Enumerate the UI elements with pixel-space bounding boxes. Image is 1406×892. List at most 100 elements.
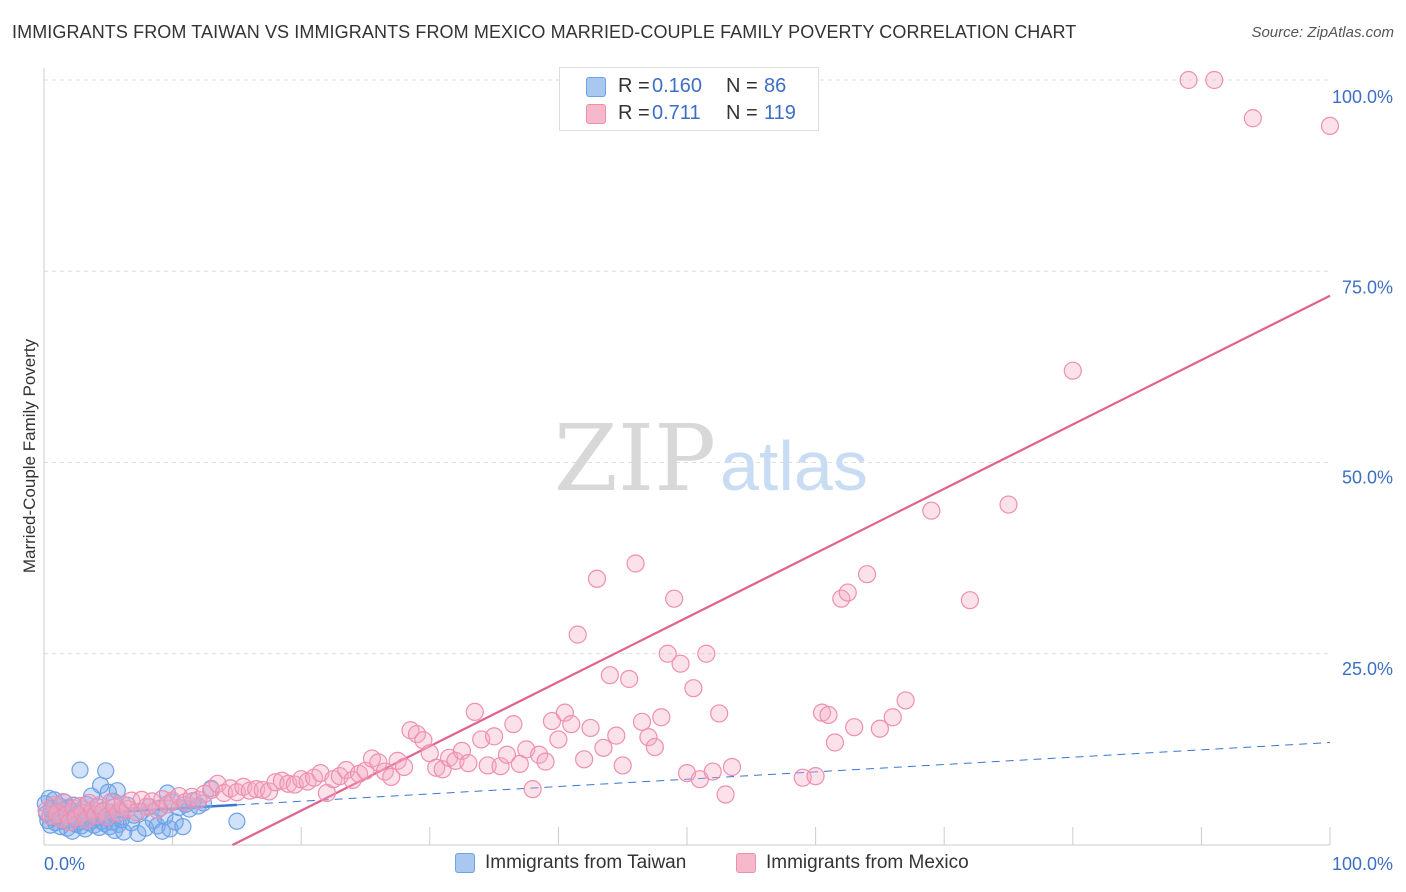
watermark-zip: ZIP: [554, 405, 716, 512]
point-mexico: [639, 728, 658, 747]
series-legend: Immigrants from Taiwan Immigrants from M…: [0, 851, 1406, 877]
point-mexico: [825, 733, 844, 752]
point-mexico: [575, 750, 594, 769]
trend-line-taiwan-extension: [236, 741, 1331, 806]
axes: [43, 68, 1330, 846]
point-mexico: [214, 783, 234, 803]
point-mexico: [433, 760, 452, 779]
point-mexico: [613, 756, 632, 775]
legend-label-mexico: Immigrants from Mexico: [766, 852, 969, 873]
point-mexico: [896, 691, 915, 710]
legend-swatch-taiwan: [586, 77, 606, 97]
stats-legend: R = 0.160 N = 86 R = 0.711 N = 119: [559, 67, 819, 131]
point-mexico: [523, 780, 542, 799]
point-mexico: [710, 704, 729, 723]
point-mexico: [999, 495, 1018, 514]
point-taiwan: [194, 794, 213, 812]
point-taiwan: [97, 762, 115, 780]
point-mexico: [530, 745, 549, 764]
point-mexico: [626, 554, 645, 573]
point-mexico: [620, 669, 639, 689]
point-mexico: [109, 803, 128, 822]
stats-row-taiwan: R = 0.160 N = 86: [560, 72, 818, 100]
point-mexico: [562, 715, 581, 734]
point-mexico: [1320, 116, 1340, 136]
legend-label-taiwan: Immigrants from Taiwan: [485, 852, 687, 873]
trend-lines: [43, 294, 1331, 846]
point-mexico: [240, 781, 259, 800]
x-tick-label: 100.0%: [1332, 854, 1393, 874]
point-mexico: [703, 762, 722, 781]
y-tick-label: 75.0%: [1342, 277, 1393, 297]
point-mexico: [304, 768, 324, 787]
point-mexico: [1179, 70, 1198, 90]
point-mexico: [122, 791, 141, 810]
chart-title: IMMIGRANTS FROM TAIWAN VS IMMIGRANTS FRO…: [12, 22, 1077, 42]
r-label: R =: [618, 102, 650, 124]
point-mexico: [845, 718, 864, 737]
point-mexico: [542, 711, 562, 731]
point-taiwan: [174, 818, 192, 836]
x-tick-label: 0.0%: [44, 854, 85, 874]
point-mexico: [652, 708, 671, 727]
n-value: 119: [764, 102, 796, 124]
point-mexico: [665, 589, 684, 608]
point-mexico: [148, 800, 167, 819]
point-mexico: [1243, 109, 1262, 128]
data-points: [36, 70, 1340, 843]
point-mexico: [491, 757, 510, 776]
point-mexico: [838, 583, 857, 602]
watermark: ZIP atlas: [554, 405, 868, 512]
point-mexico: [645, 737, 664, 757]
y-tick-label: 25.0%: [1342, 659, 1393, 679]
point-mexico: [607, 726, 626, 745]
point-mexico: [549, 730, 568, 749]
point-mexico: [568, 625, 587, 644]
point-mexico: [581, 718, 600, 738]
trend-line-mexico: [231, 294, 1331, 846]
point-mexico: [478, 756, 497, 775]
y-tick-label: 100.0%: [1332, 87, 1393, 107]
legend-swatch-mexico: [736, 853, 756, 873]
point-mexico: [632, 712, 652, 731]
y-tick-label: 50.0%: [1342, 468, 1393, 488]
legend-swatch-taiwan: [455, 853, 475, 873]
point-mexico: [485, 727, 504, 746]
point-mexico: [684, 679, 703, 698]
point-mexico: [658, 644, 677, 663]
tick-labels: 25.0% 50.0% 75.0% 100.0% 0.0% 100.0%: [44, 87, 1393, 874]
point-mexico: [697, 644, 716, 663]
point-mexico: [382, 767, 401, 787]
point-mexico: [671, 654, 690, 673]
point-mexico: [819, 705, 838, 725]
n-value: 86: [764, 75, 787, 97]
point-mexico: [1063, 361, 1082, 380]
stats-row-mexico: R = 0.711 N = 119: [560, 99, 818, 127]
point-mexico: [806, 767, 825, 786]
point-mexico: [600, 666, 619, 685]
point-mexico: [594, 738, 613, 757]
r-value: 0.711: [652, 102, 701, 124]
point-mexico: [587, 569, 607, 588]
point-mexico: [259, 782, 279, 801]
point-mexico: [536, 752, 555, 771]
n-label: N =: [726, 102, 758, 124]
point-mexico: [427, 758, 446, 777]
point-mexico: [465, 702, 484, 721]
point-mexico: [459, 754, 478, 773]
point-taiwan: [228, 812, 246, 830]
point-taiwan: [71, 761, 89, 779]
point-mexico: [497, 745, 517, 764]
point-mexico: [922, 501, 941, 520]
point-mexico: [555, 703, 574, 722]
point-mexico: [137, 797, 156, 816]
legend-swatch-mexico: [586, 104, 606, 124]
point-mexico: [97, 807, 117, 826]
r-value: 0.160: [652, 75, 703, 97]
point-taiwan: [108, 782, 126, 800]
point-mexico: [857, 565, 877, 584]
n-label: N =: [726, 75, 758, 97]
source-label: Source: ZipAtlas.com: [1251, 24, 1394, 41]
point-mexico: [504, 715, 523, 734]
